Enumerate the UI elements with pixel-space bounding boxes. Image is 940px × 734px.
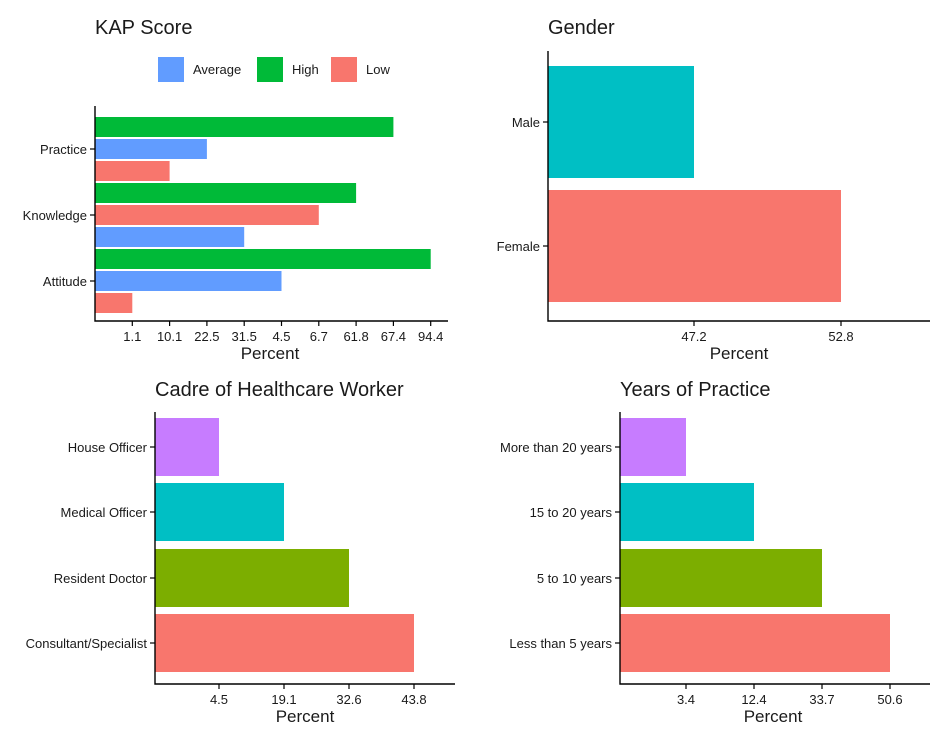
x-tick-label-67-4: 67.4 [381,329,406,344]
bar-practice-high [95,117,394,137]
y-tick-label-male: Male [512,115,540,130]
gender-x-ticks: 47.2 52.8 [681,321,854,344]
legend-swatch-high [257,57,283,82]
x-tick-label-10-1: 10.1 [157,329,182,344]
x-tick-label-19-1: 19.1 [271,692,296,707]
cadre-x-ticks: 4.5 19.1 32.6 43.8 [210,684,427,707]
gender-y-ticks: Male Female [497,115,548,254]
x-tick-label-33-7: 33.7 [809,692,834,707]
x-tick-label-4-5: 4.5 [210,692,228,707]
x-tick-label-52-8: 52.8 [828,329,853,344]
bar-practice-low [95,161,170,181]
years-y-ticks: More than 20 years 15 to 20 years 5 to 10 … [500,440,620,651]
cadre-panel: Cadre of Healthcare Worker House Officer… [26,379,455,726]
gender-panel: Gender Male Female 47.2 52.8 Percent [497,17,930,363]
y-tick-label-female: Female [497,239,540,254]
x-tick-label-47-2: 47.2 [681,329,706,344]
cadre-title: Cadre of Healthcare Worker [155,379,404,401]
x-tick-label-31-5: 31.5 [232,329,257,344]
y-tick-label-resident-doctor: Resident Doctor [54,571,148,586]
gender-x-label: Percent [710,344,769,363]
kap-legend: Average High Low [158,57,390,82]
years-x-ticks: 3.4 12.4 33.7 50.6 [677,684,903,707]
y-tick-label-house-officer: House Officer [68,440,148,455]
bar-15-to-20-years [620,483,754,541]
kap-x-label: Percent [241,344,300,363]
years-bars [620,418,890,672]
y-tick-label-15-to-20-years: 15 to 20 years [530,505,613,520]
x-tick-label-94-4: 94.4 [418,329,443,344]
legend-swatch-low [331,57,357,82]
kap-panel: KAP Score Average High Low Practice Knowl… [23,17,448,363]
gender-bars [548,66,841,302]
legend-label-average: Average [193,62,241,77]
cadre-bars [155,418,414,672]
x-tick-label-12-4: 12.4 [741,692,766,707]
bar-less-than-5-years [620,614,890,672]
x-tick-label-32-6: 32.6 [336,692,361,707]
x-tick-label-1-1: 1.1 [123,329,141,344]
cadre-y-ticks: House Officer Medical Officer Resident Doc… [26,440,155,651]
y-tick-label-5-to-10-years: 5 to 10 years [537,571,613,586]
y-tick-label-practice: Practice [40,142,87,157]
kap-x-ticks: 1.1 10.1 22.5 31.5 4.5 6.7 61.8 67.4 94.4 [123,321,443,344]
y-tick-label-knowledge: Knowledge [23,208,87,223]
bar-knowledge-high [95,183,357,203]
x-tick-label-22-5: 22.5 [194,329,219,344]
bar-knowledge-low [95,205,319,225]
x-tick-label-4-5: 4.5 [272,329,290,344]
y-tick-label-less-than-5-years: Less than 5 years [509,636,612,651]
legend-label-high: High [292,62,319,77]
years-axes [619,412,930,685]
bar-attitude-low [95,293,133,313]
bar-attitude-average [95,271,282,291]
kap-bars [95,117,431,313]
x-tick-label-3-4: 3.4 [677,692,695,707]
y-tick-label-medical-officer: Medical Officer [61,505,148,520]
y-tick-label-attitude: Attitude [43,274,87,289]
years-title: Years of Practice [620,379,770,401]
bar-resident-doctor [155,549,349,607]
bar-knowledge-average [95,227,245,247]
bar-consultant-specialist [155,614,414,672]
legend-label-low: Low [366,62,390,77]
kap-y-ticks: Practice Knowledge Attitude [23,142,95,289]
bar-house-officer [155,418,219,476]
legend-swatch-average [158,57,184,82]
bar-male [548,66,694,178]
bar-attitude-high [95,249,431,269]
cadre-axes [154,412,455,685]
kap-axes [94,106,448,322]
x-tick-label-61-8: 61.8 [343,329,368,344]
years-panel: Years of Practice More than 20 years 15 t… [500,379,930,726]
bar-5-to-10-years [620,549,822,607]
bar-more-than-20-years [620,418,686,476]
years-x-label: Percent [744,707,803,726]
x-tick-label-6-7: 6.7 [310,329,328,344]
kap-title: KAP Score [95,17,192,39]
bar-medical-officer [155,483,284,541]
cadre-x-label: Percent [276,707,335,726]
x-tick-label-50-6: 50.6 [877,692,902,707]
gender-title: Gender [548,17,615,39]
gender-axes [547,51,930,322]
bar-practice-average [95,139,207,159]
y-tick-label-consultant-specialist: Consultant/Specialist [26,636,148,651]
x-tick-label-43-8: 43.8 [401,692,426,707]
y-tick-label-more-than-20-years: More than 20 years [500,440,613,455]
bar-female [548,190,841,302]
